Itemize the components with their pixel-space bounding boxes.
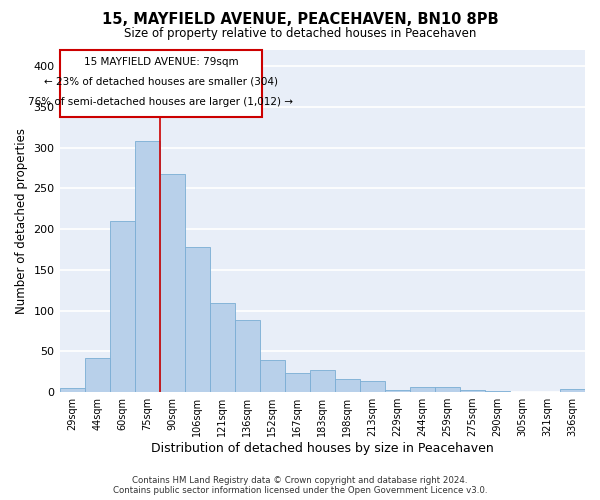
- Bar: [410, 387, 435, 392]
- Bar: [460, 390, 485, 392]
- Bar: [435, 387, 460, 392]
- Bar: [385, 390, 410, 392]
- Bar: [260, 360, 285, 392]
- Text: Size of property relative to detached houses in Peacehaven: Size of property relative to detached ho…: [124, 28, 476, 40]
- Text: 15 MAYFIELD AVENUE: 79sqm: 15 MAYFIELD AVENUE: 79sqm: [83, 56, 238, 66]
- Bar: [85, 358, 110, 392]
- Text: Contains HM Land Registry data © Crown copyright and database right 2024.
Contai: Contains HM Land Registry data © Crown c…: [113, 476, 487, 495]
- Bar: [560, 389, 585, 392]
- Text: 76% of semi-detached houses are larger (1,012) →: 76% of semi-detached houses are larger (…: [28, 97, 293, 107]
- Bar: [310, 370, 335, 392]
- Bar: [185, 247, 209, 392]
- Bar: [134, 141, 160, 392]
- Bar: [235, 320, 260, 392]
- Y-axis label: Number of detached properties: Number of detached properties: [15, 128, 28, 314]
- Bar: [335, 379, 360, 392]
- Bar: [209, 304, 235, 392]
- Bar: [160, 174, 185, 392]
- X-axis label: Distribution of detached houses by size in Peacehaven: Distribution of detached houses by size …: [151, 442, 494, 455]
- Bar: [360, 382, 385, 392]
- Bar: [110, 221, 134, 392]
- Bar: [59, 388, 85, 392]
- Bar: [285, 372, 310, 392]
- Text: ← 23% of detached houses are smaller (304): ← 23% of detached houses are smaller (30…: [44, 76, 278, 86]
- FancyBboxPatch shape: [59, 50, 262, 117]
- Text: 15, MAYFIELD AVENUE, PEACEHAVEN, BN10 8PB: 15, MAYFIELD AVENUE, PEACEHAVEN, BN10 8P…: [101, 12, 499, 28]
